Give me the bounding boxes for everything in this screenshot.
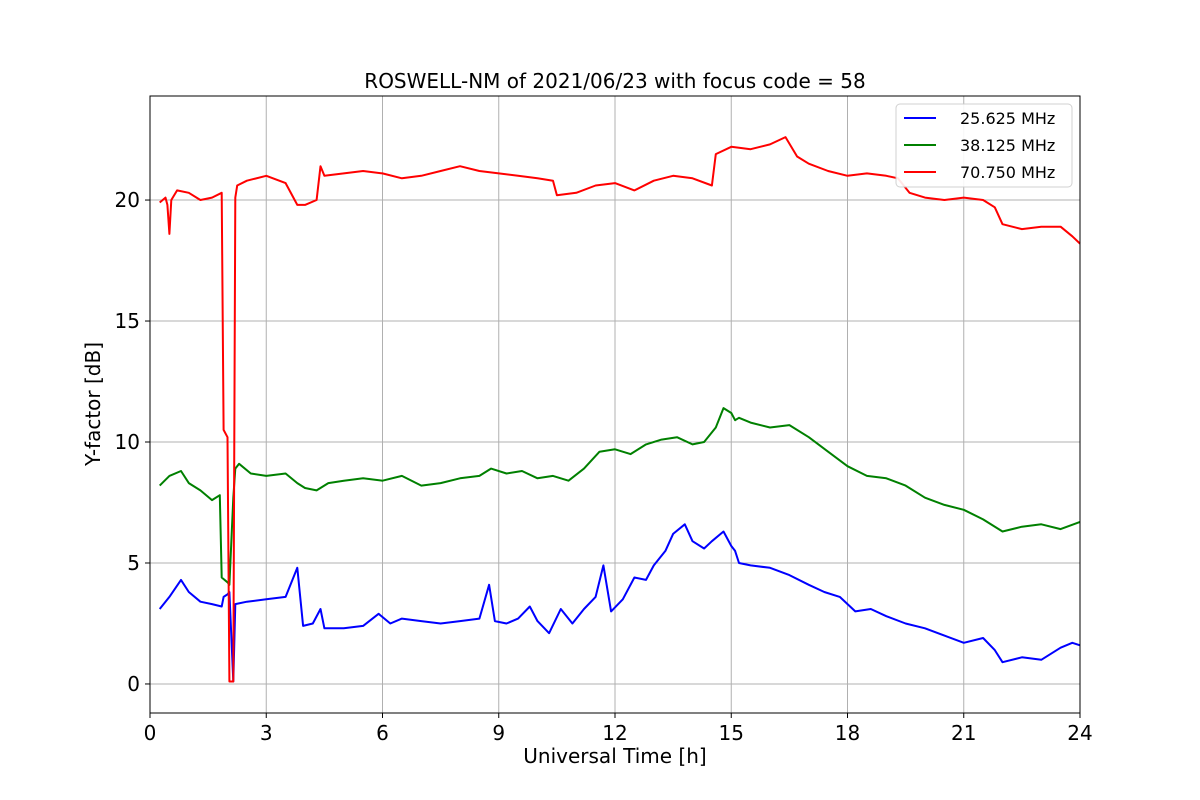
- y-axis-label: Y-factor [dB]: [81, 342, 105, 467]
- legend-box: [895, 103, 1073, 188]
- plot-lines: [158, 136, 1081, 683]
- x-axis-label: Universal Time [h]: [523, 744, 706, 768]
- x-tick-label: 15: [719, 721, 744, 745]
- y-tick-label: 15: [115, 309, 140, 333]
- series-line-2: [159, 136, 1081, 683]
- x-tick-label: 24: [1067, 721, 1092, 745]
- axis-ticks: 0 3 6 9 12 15 18 21 24 0 5 10 15 20: [115, 188, 1093, 745]
- series-line-0: [158, 523, 1081, 683]
- x-tick-label: 0: [144, 721, 157, 745]
- gridlines: [149, 96, 1081, 713]
- y-tick-label: 0: [127, 672, 140, 696]
- legend-label-70750: 70.750 MHz: [960, 163, 1055, 182]
- chart-title: ROSWELL-NM of 2021/06/23 with focus code…: [364, 69, 865, 93]
- x-tick-label: 3: [260, 721, 273, 745]
- y-tick-label: 5: [127, 551, 140, 575]
- legend-label-38125: 38.125 MHz: [960, 136, 1055, 155]
- x-tick-label: 21: [951, 721, 976, 745]
- y-tick-label: 20: [115, 188, 140, 212]
- x-tick-label: 6: [376, 721, 389, 745]
- legend-label-25625: 25.625 MHz: [960, 109, 1055, 128]
- x-tick-label: 18: [835, 721, 860, 745]
- x-tick-label: 12: [602, 721, 627, 745]
- x-tick-label: 9: [492, 721, 505, 745]
- y-tick-label: 10: [115, 430, 140, 454]
- legend: 25.625 MHz 38.125 MHz 70.750 MHz: [895, 103, 1073, 188]
- series-line-1: [158, 407, 1081, 586]
